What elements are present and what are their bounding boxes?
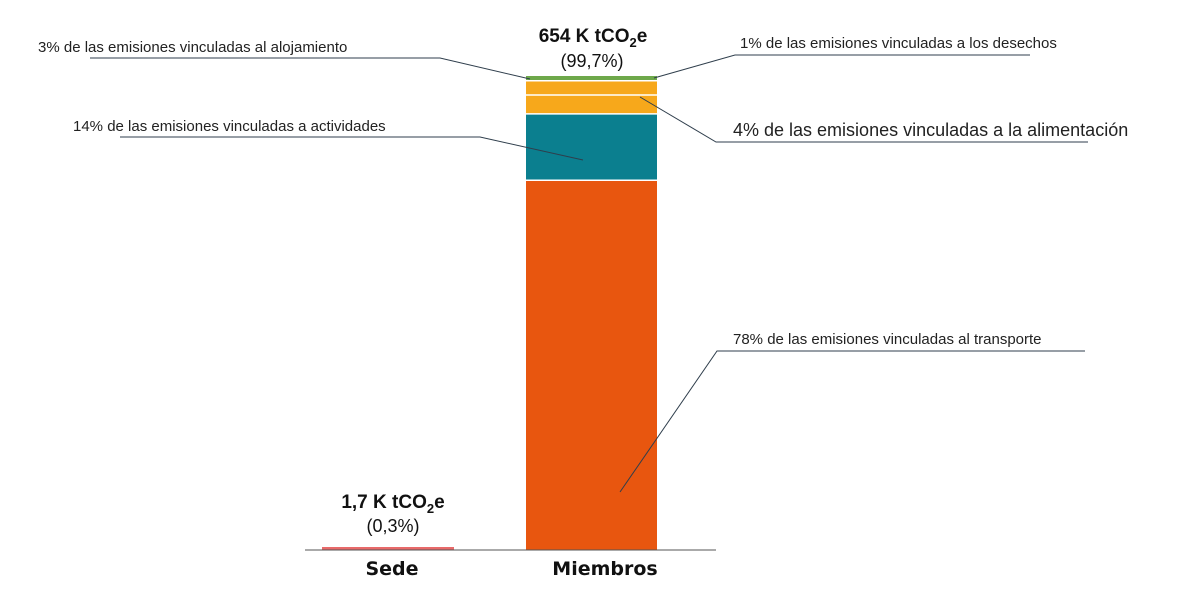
sede-total-label: 1,7 K tCO2e bbox=[341, 492, 444, 516]
sede-share-label: (0,3%) bbox=[366, 516, 419, 536]
category-label-miembros: Miembros bbox=[552, 558, 657, 580]
segment-label-3: 3% de las emisiones vinculadas al alojam… bbox=[38, 39, 347, 56]
bars-layer bbox=[322, 76, 657, 550]
category-label-sede: Sede bbox=[365, 558, 418, 580]
leader-line-2 bbox=[639, 96, 1088, 143]
bar-sede bbox=[322, 547, 454, 550]
segment-label-0: 78% de las emisiones vinculadas al trans… bbox=[733, 331, 1042, 348]
bar-miembros-segment-2 bbox=[526, 94, 657, 114]
miembros-share-label: (99,7%) bbox=[560, 51, 623, 71]
segment-label-4: 1% de las emisiones vinculadas a los des… bbox=[740, 35, 1057, 52]
bar-miembros-segment-0 bbox=[526, 180, 657, 550]
segment-label-1: 14% de las emisiones vinculadas a activi… bbox=[73, 118, 386, 135]
bar-miembros-segment-3 bbox=[526, 80, 657, 95]
leader-line-0 bbox=[619, 350, 1085, 493]
segment-label-2: 4% de las emisiones vinculadas a la alim… bbox=[733, 120, 1128, 140]
bar-miembros-segment-4 bbox=[526, 76, 657, 81]
leader-lines bbox=[90, 54, 1088, 493]
annotation-labels: 78% de las emisiones vinculadas al trans… bbox=[38, 35, 1128, 348]
leader-line-4 bbox=[653, 54, 1030, 79]
miembros-total-label: 654 K tCO2e bbox=[539, 26, 648, 50]
leader-line-1 bbox=[120, 136, 584, 161]
leader-line-3 bbox=[90, 57, 531, 80]
bar-miembros-segment-1 bbox=[526, 113, 657, 181]
